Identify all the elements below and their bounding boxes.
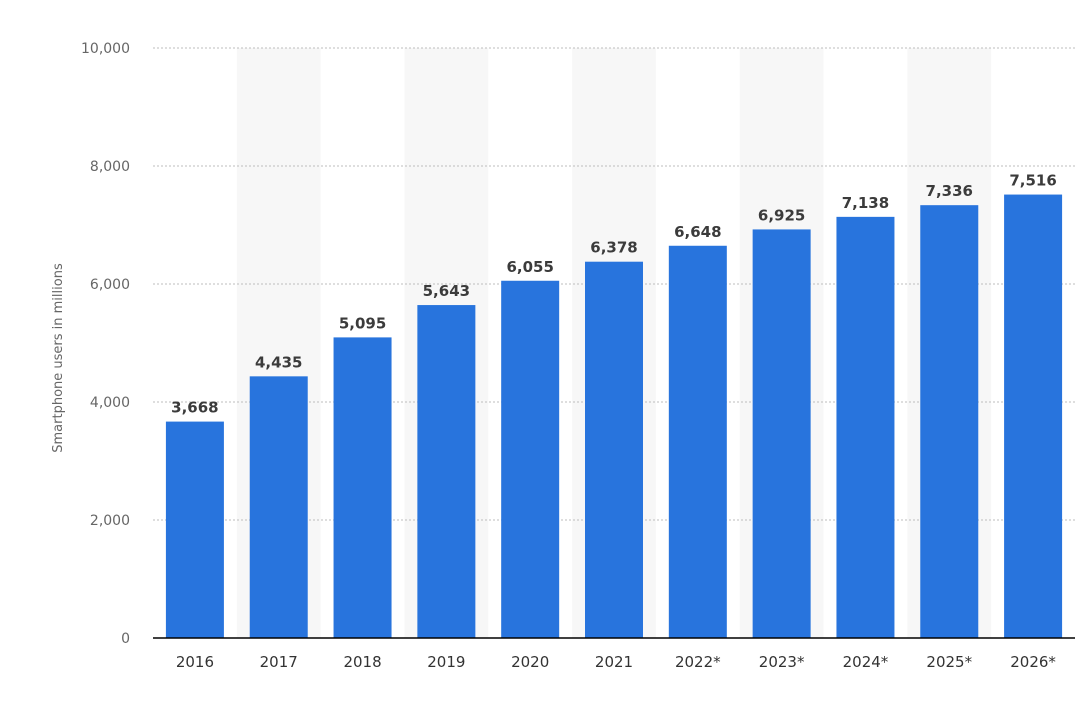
x-tick-label-2026*: 2026* [1010,653,1056,671]
x-tick-label-2019: 2019 [427,653,465,671]
value-label-2024*: 7,138 [842,194,889,212]
x-tick-label-2022*: 2022* [675,653,721,671]
x-tick-label-2024*: 2024* [843,653,889,671]
x-tick-label-2018: 2018 [343,653,381,671]
bars [165,194,1063,639]
bar-2018[interactable] [333,337,392,638]
x-tick-label-2021: 2021 [595,653,633,671]
value-label-2020: 6,055 [506,258,553,276]
bar-2020[interactable] [501,280,560,638]
bar-2017[interactable] [249,376,308,638]
y-tick-label-2000: 2,000 [90,513,130,529]
value-label-2017: 4,435 [255,353,302,371]
x-axis-ticks: 2016 2017 2018 2019 2020 2021 2022* 2023* 2024* 2… [176,653,1057,671]
x-tick-label-2025*: 2025* [926,653,972,671]
y-tick-label-8000: 8,000 [90,159,130,175]
value-label-2018: 5,095 [339,314,386,332]
y-tick-label-4000: 4,000 [90,395,130,411]
x-tick-label-2016: 2016 [176,653,214,671]
bar-2026*[interactable] [1004,194,1063,638]
bar-2021[interactable] [585,261,643,638]
x-tick-label-2017: 2017 [260,653,298,671]
bar-2025*[interactable] [920,205,979,638]
y-tick-label-0: 0 [121,631,130,647]
bar-2019[interactable] [417,305,476,638]
value-label-2016: 3,668 [171,399,218,417]
value-label-2021: 6,378 [590,239,637,257]
bar-2022*[interactable] [668,245,727,638]
value-label-2025*: 7,336 [926,182,973,200]
value-label-2022*: 6,648 [674,223,721,241]
bar-2023*[interactable] [752,229,811,639]
value-label-2023*: 6,925 [758,206,805,224]
y-axis-title: Smartphone users in millions [51,263,66,453]
y-tick-label-10000: 10,000 [81,41,130,57]
bar-2024*[interactable] [836,216,895,638]
y-axis-ticks: 0 2,000 4,000 6,000 8,000 10,000 [81,41,130,647]
bar-2016[interactable] [165,421,224,638]
value-label-2019: 5,643 [423,282,470,300]
value-label-2026*: 7,516 [1009,172,1056,190]
x-tick-label-2020: 2020 [511,653,549,671]
y-tick-label-6000: 6,000 [90,277,130,293]
x-tick-label-2023*: 2023* [759,653,805,671]
value-labels: 3,668 4,435 5,095 5,643 6,055 6,378 6,648 6,925… [171,172,1057,417]
